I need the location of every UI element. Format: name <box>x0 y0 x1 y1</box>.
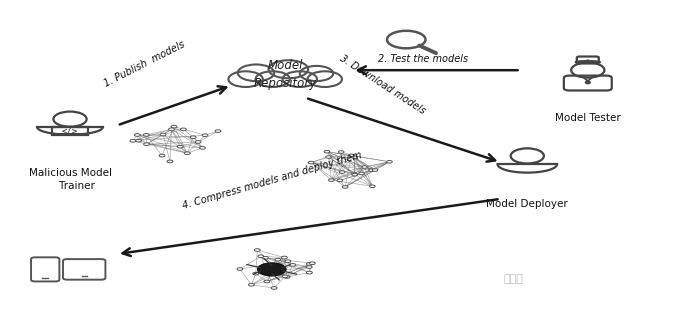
Circle shape <box>253 272 258 275</box>
Circle shape <box>284 276 290 278</box>
Circle shape <box>348 154 354 157</box>
Circle shape <box>372 169 378 171</box>
Circle shape <box>281 256 287 259</box>
Circle shape <box>275 258 281 261</box>
Circle shape <box>351 156 357 158</box>
Circle shape <box>177 145 183 148</box>
Text: Model
Repository: Model Repository <box>254 59 317 90</box>
Circle shape <box>228 71 263 87</box>
Circle shape <box>268 60 308 78</box>
Circle shape <box>586 60 590 62</box>
Circle shape <box>195 141 201 143</box>
Circle shape <box>370 185 375 188</box>
Circle shape <box>144 143 149 145</box>
Circle shape <box>258 255 264 258</box>
Circle shape <box>338 151 344 153</box>
Circle shape <box>238 65 275 81</box>
Text: 3. Download models: 3. Download models <box>338 53 427 116</box>
Text: Model Deployer: Model Deployer <box>486 199 568 209</box>
Circle shape <box>159 154 165 157</box>
Circle shape <box>160 133 166 136</box>
Circle shape <box>199 147 205 149</box>
Circle shape <box>340 171 345 173</box>
Text: Malicious Model
    Trainer: Malicious Model Trainer <box>28 168 111 192</box>
Circle shape <box>169 128 174 131</box>
Circle shape <box>202 134 208 137</box>
Circle shape <box>136 139 142 142</box>
Circle shape <box>342 186 348 188</box>
Circle shape <box>290 264 296 266</box>
Circle shape <box>300 66 333 81</box>
Circle shape <box>362 166 367 168</box>
Circle shape <box>352 173 357 176</box>
Circle shape <box>215 130 221 133</box>
Circle shape <box>143 134 149 136</box>
Circle shape <box>329 179 334 181</box>
Circle shape <box>271 287 277 289</box>
Text: 1. Publish  models: 1. Publish models <box>102 39 186 89</box>
Text: 2. Test the models: 2. Test the models <box>378 54 468 64</box>
Circle shape <box>308 161 314 164</box>
Text: </>: </> <box>62 127 78 136</box>
Circle shape <box>309 262 315 265</box>
Circle shape <box>352 173 357 175</box>
Text: 新智元: 新智元 <box>504 274 524 284</box>
Circle shape <box>359 172 364 175</box>
Circle shape <box>282 275 288 278</box>
Circle shape <box>184 152 191 154</box>
Circle shape <box>306 271 313 274</box>
Circle shape <box>191 136 196 139</box>
Circle shape <box>306 266 312 268</box>
Circle shape <box>386 160 393 163</box>
Circle shape <box>285 260 291 262</box>
Circle shape <box>167 160 173 163</box>
Circle shape <box>308 71 342 87</box>
Circle shape <box>256 71 290 87</box>
Circle shape <box>258 263 286 276</box>
Circle shape <box>324 150 330 153</box>
Circle shape <box>180 128 186 131</box>
Circle shape <box>264 280 270 283</box>
Circle shape <box>130 139 136 142</box>
Circle shape <box>134 134 140 136</box>
Circle shape <box>283 71 317 87</box>
Circle shape <box>237 268 243 270</box>
Circle shape <box>337 179 343 182</box>
Circle shape <box>325 156 332 158</box>
Text: Model Tester: Model Tester <box>555 113 620 123</box>
FancyBboxPatch shape <box>31 257 60 281</box>
Text: 4. Compress models and deploy them: 4. Compress models and deploy them <box>181 150 363 211</box>
Circle shape <box>262 256 268 259</box>
Circle shape <box>254 249 260 251</box>
Circle shape <box>306 263 313 265</box>
FancyBboxPatch shape <box>63 259 105 280</box>
Circle shape <box>171 125 177 128</box>
Circle shape <box>249 284 254 286</box>
Circle shape <box>369 169 374 171</box>
